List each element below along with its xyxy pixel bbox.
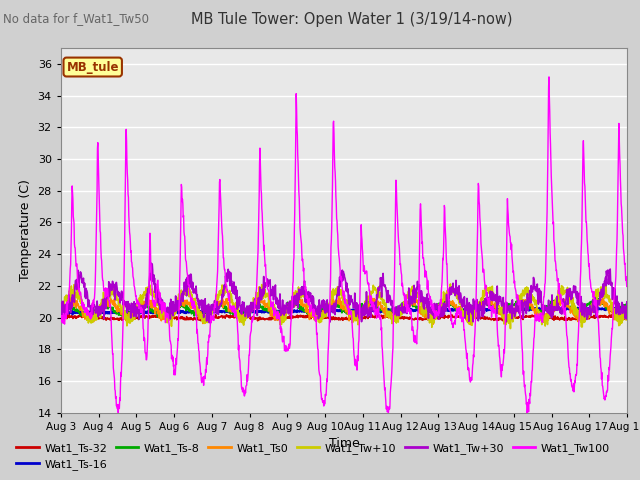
Text: MB_tule: MB_tule xyxy=(67,60,119,73)
X-axis label: Time: Time xyxy=(328,437,360,450)
Text: No data for f_Wat1_Tw50: No data for f_Wat1_Tw50 xyxy=(3,12,149,25)
Text: MB Tule Tower: Open Water 1 (3/19/14-now): MB Tule Tower: Open Water 1 (3/19/14-now… xyxy=(191,12,513,27)
Y-axis label: Temperature (C): Temperature (C) xyxy=(19,180,32,281)
Legend: Wat1_Ts-32, Wat1_Ts-16, Wat1_Ts-8, Wat1_Ts0, Wat1_Tw+10, Wat1_Tw+30, Wat1_Tw100: Wat1_Ts-32, Wat1_Ts-16, Wat1_Ts-8, Wat1_… xyxy=(12,438,614,474)
